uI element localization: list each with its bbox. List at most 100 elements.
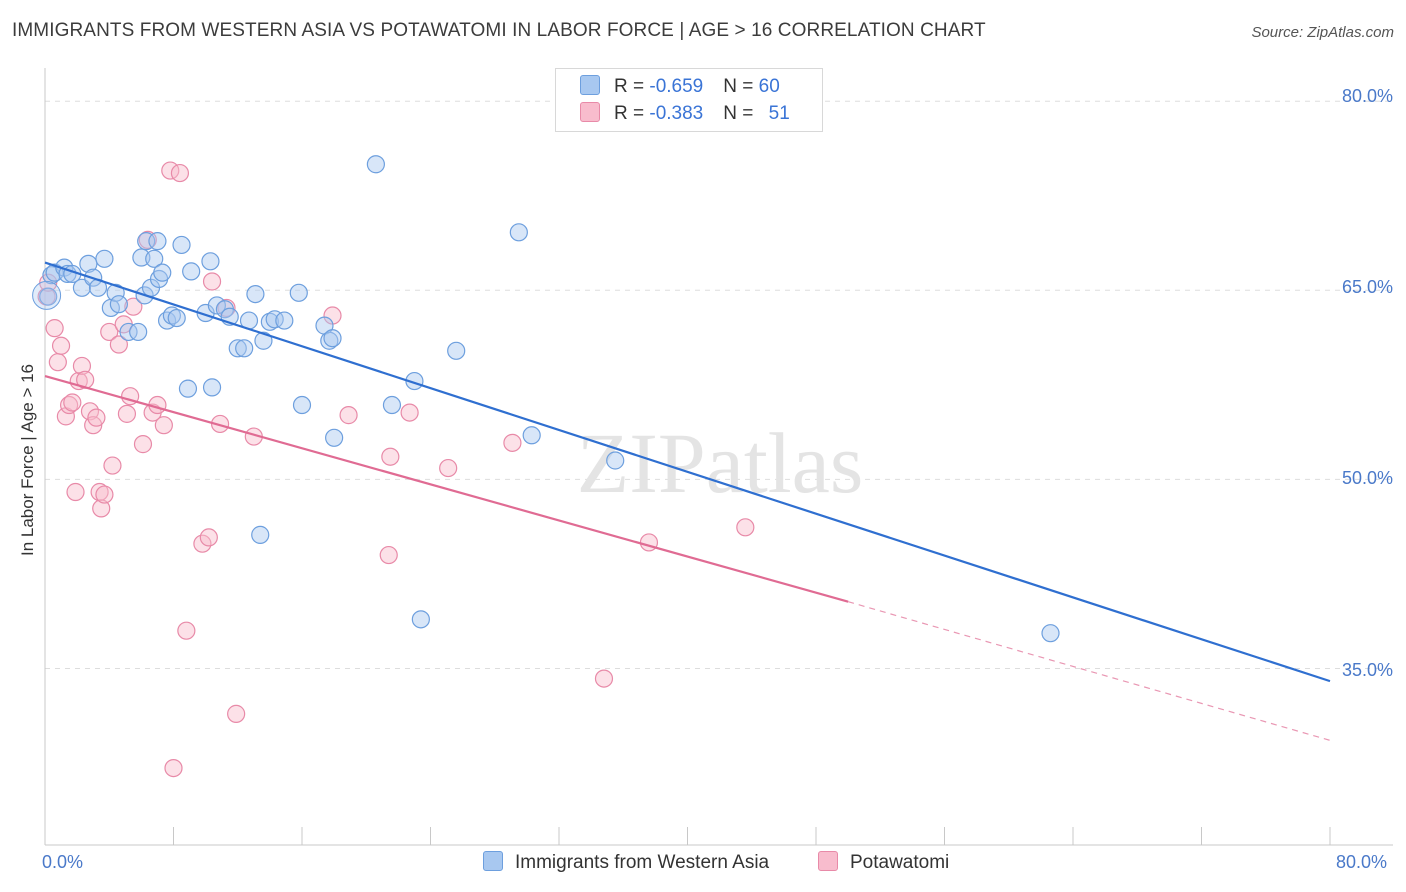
data-point bbox=[265, 310, 284, 329]
data-point bbox=[509, 223, 528, 242]
legend-row-western-asia: R = -0.659 N = 60 bbox=[580, 75, 780, 101]
legend-swatch-pink bbox=[580, 102, 600, 122]
data-point bbox=[45, 263, 64, 282]
data-point bbox=[117, 404, 137, 423]
legend-n-value: 60 bbox=[758, 76, 780, 97]
data-point bbox=[228, 339, 247, 358]
data-point bbox=[63, 393, 82, 412]
data-point bbox=[167, 308, 186, 328]
data-point bbox=[32, 280, 62, 310]
y-tick-label: 50.0% bbox=[1341, 468, 1393, 488]
data-point bbox=[103, 456, 122, 475]
legend-r-value: -0.383 bbox=[649, 103, 704, 124]
data-point bbox=[95, 485, 114, 504]
data-point bbox=[72, 356, 92, 376]
data-point bbox=[87, 408, 106, 427]
data-point bbox=[202, 378, 222, 397]
data-point bbox=[133, 435, 153, 454]
data-point bbox=[51, 336, 71, 355]
data-point bbox=[439, 458, 458, 478]
data-point bbox=[106, 283, 125, 302]
data-point bbox=[447, 341, 466, 360]
data-point bbox=[366, 155, 385, 174]
data-point bbox=[66, 482, 85, 502]
data-point bbox=[182, 262, 201, 281]
trend-line-potawatomi bbox=[44, 374, 849, 603]
data-point bbox=[325, 428, 344, 447]
data-point bbox=[59, 395, 79, 415]
data-point bbox=[172, 235, 191, 255]
bottom-legend-swatch-blue bbox=[483, 851, 503, 871]
data-point bbox=[170, 163, 190, 183]
bottom-legend-label: Potawatomi bbox=[850, 852, 950, 873]
data-point bbox=[400, 403, 419, 422]
y-axis-title: In Labor Force | Age > 16 bbox=[18, 363, 37, 557]
data-point bbox=[202, 272, 222, 291]
x-max-label: 80.0% bbox=[1336, 852, 1388, 872]
data-point bbox=[594, 669, 614, 688]
data-point bbox=[124, 297, 143, 316]
data-point bbox=[227, 704, 246, 723]
x-min-label: 0.0% bbox=[42, 852, 84, 872]
data-point bbox=[251, 525, 270, 544]
data-point bbox=[320, 331, 339, 350]
correlation-legend: R = -0.659 N = 60 R = -0.383 N = 51 bbox=[555, 68, 823, 132]
data-point bbox=[292, 395, 312, 415]
data-point bbox=[246, 284, 265, 304]
data-point bbox=[522, 426, 541, 445]
data-point bbox=[339, 406, 358, 425]
data-point bbox=[145, 249, 164, 268]
data-point bbox=[154, 416, 173, 435]
data-point bbox=[199, 528, 218, 547]
legend-n-value: 51 bbox=[768, 103, 790, 124]
legend-r-label: R = bbox=[614, 103, 650, 124]
data-point bbox=[129, 322, 148, 342]
watermark: ZIPatlas bbox=[577, 415, 864, 511]
data-point bbox=[381, 447, 400, 466]
trend-line-potawatomi-extension bbox=[847, 601, 1331, 741]
data-point bbox=[162, 306, 181, 325]
data-point bbox=[289, 283, 308, 302]
legend-n-label: N = bbox=[723, 103, 759, 124]
data-point bbox=[379, 545, 398, 565]
legend-r-value: -0.659 bbox=[649, 76, 704, 97]
legend-n-label: N = bbox=[723, 76, 759, 97]
data-point bbox=[100, 322, 119, 342]
data-point bbox=[119, 322, 138, 342]
data-point bbox=[254, 331, 273, 350]
data-point bbox=[148, 232, 167, 251]
data-point bbox=[201, 252, 220, 271]
data-point bbox=[92, 499, 111, 518]
data-point bbox=[606, 451, 625, 470]
data-point bbox=[260, 312, 279, 331]
y-tick-label: 80.0% bbox=[1341, 86, 1393, 106]
trend-line-western-asia bbox=[44, 261, 1331, 683]
data-point bbox=[109, 295, 128, 314]
chart-title: IMMIGRANTS FROM WESTERN ASIA VS POTAWATO… bbox=[12, 20, 986, 41]
data-point bbox=[503, 433, 522, 452]
legend-swatch-blue bbox=[580, 75, 600, 95]
data-point bbox=[45, 319, 64, 338]
data-point bbox=[736, 518, 755, 537]
data-point bbox=[411, 610, 430, 629]
data-point bbox=[72, 278, 92, 297]
legend-row-potawatomi: R = -0.383 N = 51 bbox=[580, 102, 790, 128]
data-point bbox=[382, 395, 402, 415]
data-point bbox=[48, 353, 67, 372]
bottom-legend-swatch-pink bbox=[818, 851, 838, 871]
y-tick-label: 35.0% bbox=[1341, 660, 1393, 680]
data-point bbox=[164, 758, 183, 778]
data-point bbox=[1041, 624, 1060, 643]
data-point bbox=[275, 311, 294, 330]
data-point bbox=[235, 339, 254, 358]
data-point bbox=[178, 379, 198, 398]
y-tick-label: 65.0% bbox=[1341, 277, 1393, 297]
data-point bbox=[177, 621, 196, 640]
source-label: Source: ZipAtlas.com bbox=[1251, 24, 1394, 41]
data-point bbox=[109, 335, 128, 354]
bottom-legend-label: Immigrants from Western Asia bbox=[515, 852, 770, 873]
data-point bbox=[132, 248, 151, 267]
legend-r-label: R = bbox=[614, 76, 650, 97]
bottom-legend-western-asia: Immigrants from Western Asia bbox=[483, 851, 769, 874]
